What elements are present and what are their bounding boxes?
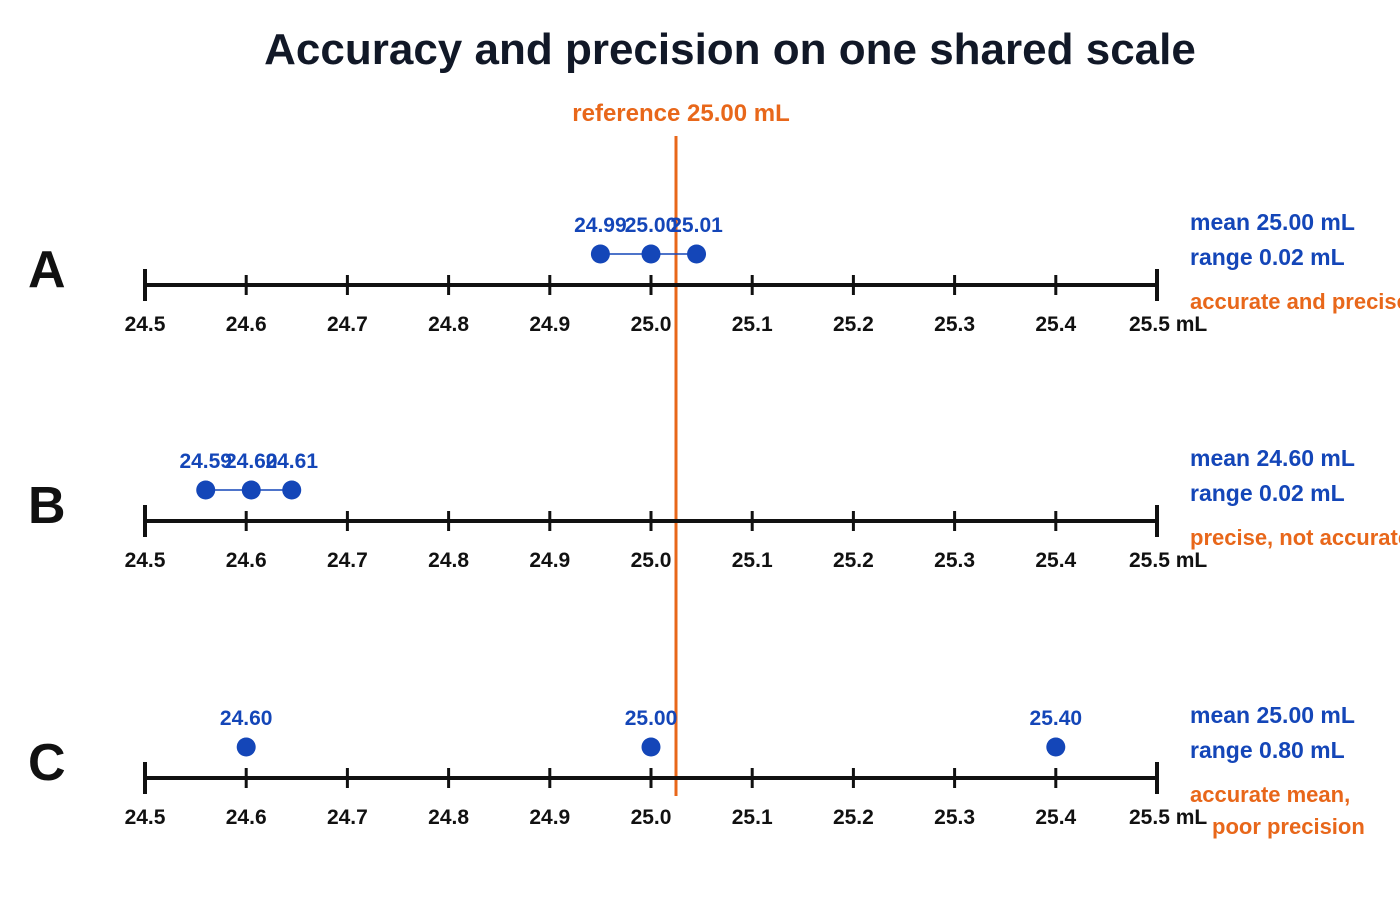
data-point: [687, 244, 707, 264]
data-point: [241, 480, 261, 500]
rows-layer: A 24.5 24.6 24.7 24.8 24.9 25.0 25.1 25.2 25.3 25.…: [28, 209, 1400, 839]
tick-label: 25.2: [833, 549, 874, 572]
tick-label: 24.7: [327, 806, 368, 829]
point-label: 24.61: [265, 450, 318, 473]
data-point: [196, 480, 216, 500]
row-b: B 24.5 24.6 24.7 24.8 24.9 25.0 25.1 25.2 25.3 25.…: [28, 445, 1400, 572]
point-label: 24.99: [574, 214, 627, 237]
range-label: range 0.02 mL: [1190, 480, 1345, 506]
tick-label: 25.2: [833, 806, 874, 829]
mean-label: mean 24.60 mL: [1190, 445, 1355, 471]
tick-label: 25.3: [934, 313, 975, 336]
row-c: C 24.5 24.6 24.7 24.8 24.9 25.0 25.1 25.2 25.3 25.…: [28, 702, 1365, 839]
reference-label: reference 25.00 mL: [572, 100, 789, 127]
data-point: [1046, 737, 1066, 757]
tick-label: 25.0: [631, 549, 672, 572]
verdict-label: poor precision: [1212, 814, 1365, 839]
tick-label: 25.3: [934, 806, 975, 829]
row-letter: B: [28, 477, 66, 535]
tick-label: 25.5 mL: [1129, 806, 1207, 829]
tick-label: 24.8: [428, 313, 469, 336]
mean-label: mean 25.00 mL: [1190, 209, 1355, 235]
row-letter: C: [28, 734, 66, 792]
tick-label: 24.9: [529, 806, 570, 829]
range-label: range 0.80 mL: [1190, 737, 1345, 763]
tick-label: 24.6: [226, 549, 267, 572]
tick-label: 24.9: [529, 549, 570, 572]
point-label: 25.00: [625, 214, 678, 237]
tick-label: 24.6: [226, 313, 267, 336]
data-point: [641, 737, 661, 757]
tick-label: 25.1: [732, 549, 773, 572]
row-a: A 24.5 24.6 24.7 24.8 24.9 25.0 25.1 25.2 25.3 25.…: [28, 209, 1400, 336]
point-label: 24.60: [220, 707, 273, 730]
row-letter: A: [28, 241, 66, 299]
tick-label: 25.5 mL: [1129, 313, 1207, 336]
tick-label: 25.5 mL: [1129, 549, 1207, 572]
chart-title: Accuracy and precision on one shared sca…: [264, 25, 1196, 74]
tick-label: 24.7: [327, 313, 368, 336]
data-point: [590, 244, 610, 264]
tick-label: 25.0: [631, 313, 672, 336]
verdict-label: precise, not accurate: [1190, 525, 1400, 550]
tick-label: 25.0: [631, 806, 672, 829]
tick-label: 25.4: [1035, 549, 1076, 572]
tick-label: 24.5: [125, 806, 166, 829]
tick-label: 24.6: [226, 806, 267, 829]
data-point: [282, 480, 302, 500]
tick-label: 24.9: [529, 313, 570, 336]
tick-label: 25.1: [732, 806, 773, 829]
tick-label: 25.4: [1035, 313, 1076, 336]
mean-label: mean 25.00 mL: [1190, 702, 1355, 728]
data-point: [236, 737, 256, 757]
tick-label: 25.2: [833, 313, 874, 336]
tick-label: 25.1: [732, 313, 773, 336]
point-label: 25.01: [670, 214, 723, 237]
verdict-label: accurate mean,: [1190, 782, 1350, 807]
point-label: 25.40: [1030, 707, 1083, 730]
point-label: 24.59: [179, 450, 232, 473]
data-point: [641, 244, 661, 264]
tick-label: 25.4: [1035, 806, 1076, 829]
tick-label: 25.3: [934, 549, 975, 572]
tick-label: 24.8: [428, 549, 469, 572]
point-label: 24.60: [225, 450, 278, 473]
tick-label: 24.8: [428, 806, 469, 829]
verdict-label: accurate and precise: [1190, 289, 1400, 314]
tick-label: 24.7: [327, 549, 368, 572]
point-label: 25.00: [625, 707, 678, 730]
tick-label: 24.5: [125, 549, 166, 572]
range-label: range 0.02 mL: [1190, 244, 1345, 270]
tick-label: 24.5: [125, 313, 166, 336]
